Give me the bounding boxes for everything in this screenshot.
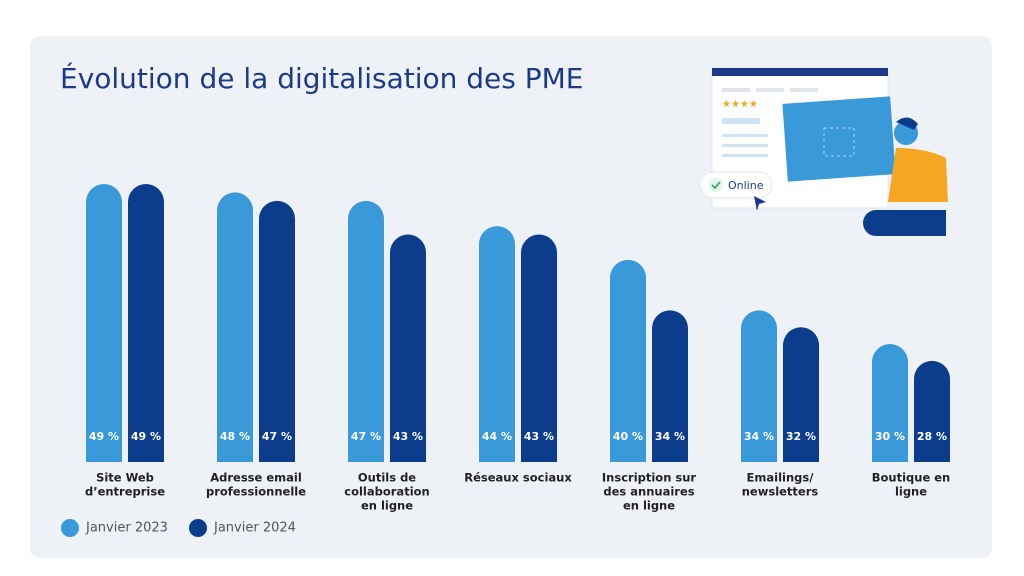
value-label: 32 % (786, 430, 816, 443)
x-tick-label: Boutique en (872, 471, 951, 485)
value-label: 28 % (917, 430, 947, 443)
bar (348, 200, 384, 462)
x-tick-label: Emailings/ (747, 471, 815, 485)
legend-label: Janvier 2023 (85, 521, 168, 536)
x-tick-label: collaboration (344, 485, 429, 499)
x-tick-label: Inscription sur (602, 471, 697, 485)
x-tick-label: newsletters (742, 485, 819, 499)
x-tick-label: des annuaires (603, 485, 694, 499)
x-tick-label: professionnelle (206, 485, 306, 499)
bar (521, 234, 557, 462)
bar (741, 310, 777, 462)
value-label: 49 % (131, 430, 161, 443)
illustration: ★★★★ Online (699, 67, 948, 236)
value-label: 34 % (655, 430, 685, 443)
bar (479, 226, 515, 462)
x-tick-label: d’entreprise (85, 485, 165, 499)
value-label: 43 % (393, 430, 423, 443)
value-label: 43 % (524, 430, 554, 443)
bar (217, 192, 253, 462)
bar (259, 200, 295, 462)
bar (610, 259, 646, 462)
legend-swatch (189, 519, 207, 537)
x-tick-label: Site Web (96, 471, 154, 485)
value-label: 48 % (220, 430, 250, 443)
legend-label: Janvier 2024 (213, 521, 296, 536)
x-tick-label: ligne (895, 485, 927, 499)
x-tick-label: Réseaux sociaux (464, 471, 572, 485)
bar (914, 360, 950, 462)
bar (390, 234, 426, 462)
legend-swatch (61, 519, 79, 537)
value-label: 44 % (482, 430, 512, 443)
chart-title: Évolution de la digitalisation des PME (60, 61, 584, 95)
bar (86, 184, 122, 462)
x-tick-label: Outils de (358, 471, 416, 485)
value-label: 49 % (89, 430, 119, 443)
x-tick-label: en ligne (623, 499, 675, 513)
value-label: 47 % (262, 430, 292, 443)
x-tick-label: en ligne (361, 499, 413, 513)
value-label: 34 % (744, 430, 774, 443)
value-label: 47 % (351, 430, 381, 443)
badge: Online (728, 179, 764, 192)
value-label: 40 % (613, 430, 643, 443)
x-tick-label: Adresse email (210, 471, 302, 485)
bar (872, 344, 908, 462)
bar (128, 184, 164, 462)
svg-text:★★★★: ★★★★ (722, 99, 758, 110)
bar (783, 327, 819, 462)
bar (652, 310, 688, 462)
value-label: 30 % (875, 430, 905, 443)
